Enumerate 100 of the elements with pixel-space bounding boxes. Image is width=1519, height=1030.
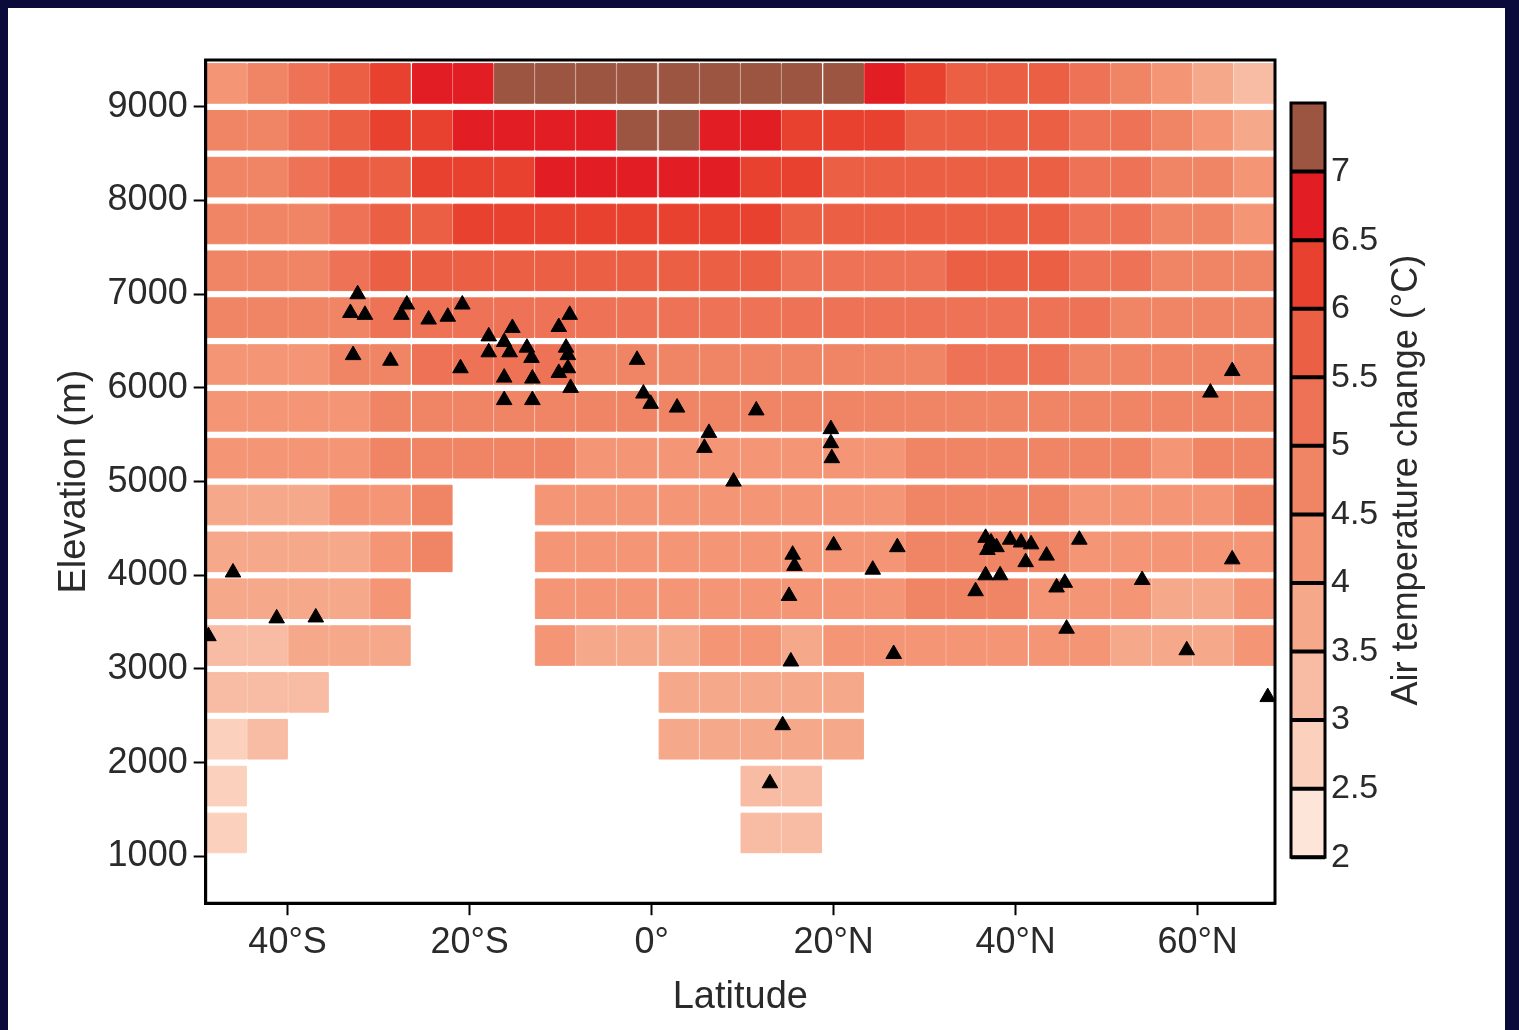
- point: [781, 391, 823, 432]
- point: [658, 718, 700, 760]
- point: [823, 484, 864, 526]
- point: [616, 297, 658, 338]
- point: [905, 391, 946, 432]
- point: [1029, 250, 1070, 292]
- point: [206, 765, 247, 807]
- point: [534, 63, 576, 104]
- color-bar-label: 3.5: [1331, 629, 1379, 668]
- point: [616, 484, 658, 526]
- point: [575, 109, 617, 151]
- point: [699, 578, 741, 620]
- point: [699, 484, 741, 526]
- point: [1151, 484, 1193, 526]
- point: [781, 63, 823, 104]
- point: [987, 156, 1028, 198]
- point: [411, 250, 453, 292]
- point: [411, 156, 453, 198]
- point: [823, 109, 864, 151]
- point: [740, 203, 782, 245]
- point: [534, 250, 576, 292]
- point: [987, 297, 1028, 338]
- y-tick-label: 3000: [107, 645, 188, 687]
- point: [1110, 391, 1152, 432]
- point: [1069, 625, 1111, 666]
- point: [534, 203, 576, 245]
- point: [740, 765, 782, 807]
- point: [452, 156, 494, 198]
- color-bar-label: 7: [1331, 149, 1350, 188]
- point: [1069, 531, 1111, 573]
- y-tick-label: 8000: [107, 177, 188, 219]
- point: [534, 391, 576, 432]
- point: [1069, 297, 1111, 338]
- point: [781, 484, 823, 526]
- point: [534, 109, 576, 151]
- point: [575, 484, 617, 526]
- point: [823, 156, 864, 198]
- point: [781, 297, 823, 338]
- point: [1069, 344, 1111, 385]
- point: [699, 63, 741, 104]
- point: [864, 578, 905, 620]
- point: [1029, 156, 1070, 198]
- point: [905, 625, 946, 666]
- point: [740, 718, 782, 760]
- color-bar-label: 4: [1331, 561, 1350, 600]
- point: [740, 297, 782, 338]
- point: [493, 203, 535, 245]
- point: [823, 203, 864, 245]
- x-tick-label: 40°S: [248, 919, 327, 961]
- point: [534, 578, 576, 620]
- point: [616, 63, 658, 104]
- point: [658, 297, 700, 338]
- point: [658, 250, 700, 292]
- point: [329, 344, 370, 385]
- point: [946, 391, 987, 432]
- point: [1233, 625, 1275, 666]
- x-axis-title: Latitude: [672, 973, 808, 1016]
- point: [740, 250, 782, 292]
- x-tick-label: 60°N: [1157, 919, 1238, 961]
- point: [740, 531, 782, 573]
- point: [370, 531, 411, 573]
- point: [781, 203, 823, 245]
- point: [616, 531, 658, 573]
- point: [946, 250, 987, 292]
- point: [740, 578, 782, 620]
- x-tick-label: 20°N: [793, 919, 874, 961]
- point: [823, 63, 864, 104]
- point: [740, 391, 782, 432]
- x-tick-label: 0°: [634, 919, 669, 961]
- point: [616, 578, 658, 620]
- point: [658, 63, 700, 104]
- point: [699, 718, 741, 760]
- point: [1192, 391, 1234, 432]
- color-bar-label: 5.5: [1331, 355, 1379, 394]
- point: [946, 297, 987, 338]
- point: [658, 344, 700, 385]
- point: [658, 672, 700, 713]
- point: [987, 203, 1028, 245]
- point: [823, 344, 864, 385]
- color-bar-label: 2: [1331, 835, 1350, 874]
- point: [740, 484, 782, 526]
- point: [987, 625, 1028, 666]
- point: [987, 250, 1028, 292]
- point: [370, 63, 411, 104]
- point: [1233, 391, 1275, 432]
- point: [1029, 625, 1070, 666]
- color-bar-title: Air temperature change (°C): [1383, 254, 1425, 706]
- point: [1233, 578, 1275, 620]
- point: [1029, 297, 1070, 338]
- point: [493, 63, 535, 104]
- point: [781, 109, 823, 151]
- point: [905, 203, 946, 245]
- point: [864, 156, 905, 198]
- point: [370, 156, 411, 198]
- point: [493, 109, 535, 151]
- point: [781, 672, 823, 713]
- point: [946, 625, 987, 666]
- point: [1233, 344, 1275, 385]
- point: [946, 156, 987, 198]
- point: [575, 344, 617, 385]
